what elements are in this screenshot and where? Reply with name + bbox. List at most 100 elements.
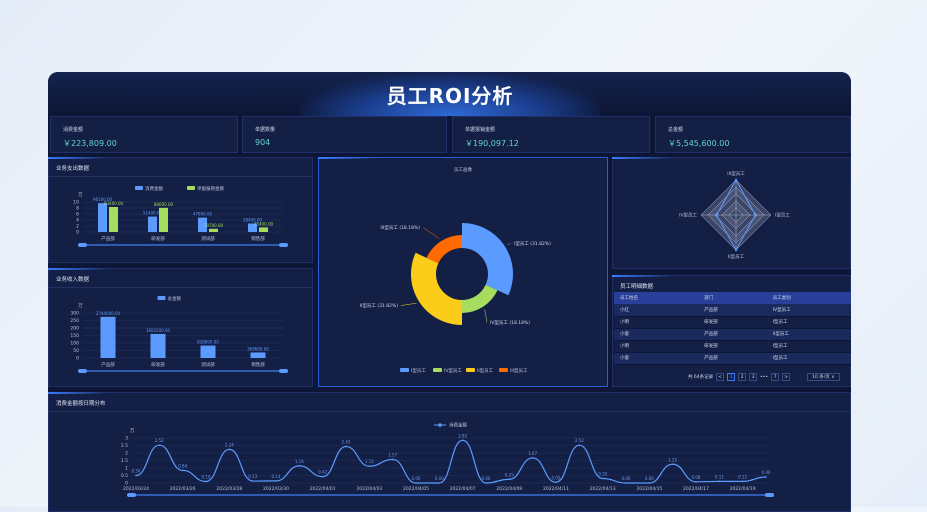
x-tick-label: 2022/04/15 bbox=[636, 486, 662, 492]
zoom-slider-handle-left[interactable] bbox=[78, 369, 87, 373]
data-point[interactable] bbox=[345, 445, 347, 448]
data-point[interactable] bbox=[321, 475, 324, 478]
data-point[interactable] bbox=[648, 482, 651, 484]
ellipsis-more[interactable]: ••• bbox=[760, 374, 769, 380]
bar-data-label: 2744000.00 bbox=[96, 311, 121, 316]
panel-title: 员工明细数据 bbox=[620, 284, 654, 290]
zoom-slider-handle-right[interactable] bbox=[279, 369, 288, 373]
data-point[interactable] bbox=[485, 482, 487, 484]
data-point[interactable] bbox=[531, 457, 534, 459]
legend-swatch[interactable] bbox=[466, 368, 475, 372]
zoom-slider-handle-right[interactable] bbox=[765, 493, 774, 497]
data-point[interactable] bbox=[765, 476, 767, 478]
data-point[interactable] bbox=[298, 465, 301, 467]
x-tick-label: 产品部 bbox=[101, 235, 115, 242]
bar bbox=[250, 352, 266, 358]
header-glow bbox=[300, 72, 600, 116]
radar-point bbox=[754, 213, 757, 217]
data-point[interactable] bbox=[205, 480, 207, 483]
label-leader-line bbox=[400, 302, 417, 306]
data-label: 0.00 bbox=[435, 476, 444, 481]
page-size-select[interactable]: 10 条/页 ∨ bbox=[807, 373, 840, 381]
page-2-button[interactable]: 2 bbox=[738, 373, 747, 381]
legend-swatch[interactable] bbox=[433, 368, 442, 372]
data-label: 0.00 bbox=[412, 476, 421, 481]
data-point[interactable] bbox=[578, 444, 581, 446]
kpi-value: 904 bbox=[255, 138, 271, 147]
data-point[interactable] bbox=[251, 480, 254, 482]
prev-page-button[interactable]: < bbox=[716, 373, 725, 381]
kpi-label: 单据报销金额 bbox=[465, 127, 496, 133]
donut-slice[interactable] bbox=[411, 252, 462, 325]
bar-data-label: 28400.00 bbox=[243, 217, 263, 222]
data-point[interactable] bbox=[181, 469, 184, 472]
legend-label: I型员工 bbox=[411, 367, 426, 374]
data-label: 2.24 bbox=[225, 442, 234, 447]
zoom-slider-handle-right[interactable] bbox=[279, 243, 288, 247]
table-row[interactable]: 小红 产品部 IV型员工 bbox=[614, 304, 851, 317]
y-tick-label: 0 bbox=[125, 481, 128, 487]
bar-data-label: 51400.00 bbox=[143, 211, 163, 216]
table-row[interactable]: 小明 研发部 I型员工 bbox=[614, 316, 851, 329]
legend-swatch[interactable] bbox=[499, 368, 508, 372]
data-point[interactable] bbox=[368, 465, 371, 467]
donut-slice[interactable] bbox=[426, 235, 462, 264]
data-point[interactable] bbox=[718, 480, 721, 483]
table-row[interactable]: 小明 研发部 I型员工 bbox=[614, 340, 851, 353]
x-tick-label: 2022/04/03 bbox=[356, 486, 382, 492]
y-tick-label: 50 bbox=[73, 348, 79, 354]
kpi-label: 单据数量 bbox=[255, 127, 276, 133]
data-label: 0.42 bbox=[318, 470, 327, 475]
page-3-button[interactable]: 3 bbox=[749, 373, 758, 381]
data-point[interactable] bbox=[158, 444, 161, 446]
data-label: 0.11 bbox=[738, 474, 747, 479]
data-point[interactable] bbox=[695, 481, 697, 483]
bar-data-label: 15400.00 bbox=[254, 221, 274, 226]
data-point[interactable] bbox=[461, 439, 464, 442]
y-tick-label: 1.5 bbox=[121, 458, 128, 464]
data-point[interactable] bbox=[508, 478, 511, 481]
pie-panel bbox=[318, 157, 608, 387]
next-page-button[interactable]: > bbox=[782, 373, 791, 381]
data-point[interactable] bbox=[555, 481, 557, 484]
label-leader-line bbox=[484, 309, 488, 323]
bar-data-label: 96100.00 bbox=[93, 197, 113, 202]
page-1-button[interactable]: 1 bbox=[727, 373, 736, 381]
pagination: 共 64条记录 < 1 2 3 ••• 7 > 10 条/页 ∨ bbox=[688, 373, 840, 381]
chart-title: 员工画像 bbox=[454, 166, 472, 173]
trend-panel: 消费金额按日期分布 bbox=[48, 392, 851, 512]
data-point[interactable] bbox=[415, 482, 417, 484]
legend-label: IV型员工 bbox=[444, 367, 462, 374]
donut-slice[interactable] bbox=[462, 223, 513, 296]
data-label: 0.50 bbox=[132, 469, 141, 474]
page-7-button[interactable]: 7 bbox=[771, 373, 780, 381]
donut-slice[interactable] bbox=[462, 284, 498, 313]
kpi-card-expense: 消费金额 ￥223,809.00 bbox=[50, 116, 238, 153]
data-point[interactable] bbox=[228, 448, 231, 451]
bar-data-label: 1603200.00 bbox=[146, 328, 171, 333]
data-point[interactable] bbox=[275, 480, 277, 482]
data-point[interactable] bbox=[741, 480, 744, 483]
slice-label: III型员工 (18.18%) bbox=[380, 224, 420, 231]
table-row[interactable]: 小俊 产品部 II型员工 bbox=[614, 328, 851, 341]
y-unit-label: 万 bbox=[78, 192, 83, 198]
data-label: 2.52 bbox=[155, 438, 164, 443]
data-point[interactable] bbox=[438, 482, 441, 484]
legend-label: 消费金额 bbox=[449, 422, 467, 429]
y-tick-label: 250 bbox=[70, 318, 79, 324]
y-tick-label: 150 bbox=[70, 333, 79, 339]
data-point[interactable] bbox=[135, 474, 137, 477]
zoom-slider-handle-left[interactable] bbox=[127, 493, 136, 497]
legend-swatch[interactable] bbox=[400, 368, 409, 372]
data-label: 2.52 bbox=[575, 438, 584, 443]
table-header: 员工姓名 部门 员工类别 bbox=[614, 292, 851, 304]
data-point[interactable] bbox=[601, 477, 604, 480]
zoom-slider-handle-left[interactable] bbox=[78, 243, 87, 247]
bar bbox=[200, 345, 216, 358]
data-point[interactable] bbox=[625, 482, 627, 484]
x-tick-label: 测试部 bbox=[201, 235, 215, 242]
y-tick-label: 4 bbox=[76, 218, 79, 224]
table-row[interactable]: 小俊 产品部 I型员工 bbox=[614, 352, 851, 365]
data-point[interactable] bbox=[671, 463, 674, 466]
data-point[interactable] bbox=[391, 458, 394, 461]
